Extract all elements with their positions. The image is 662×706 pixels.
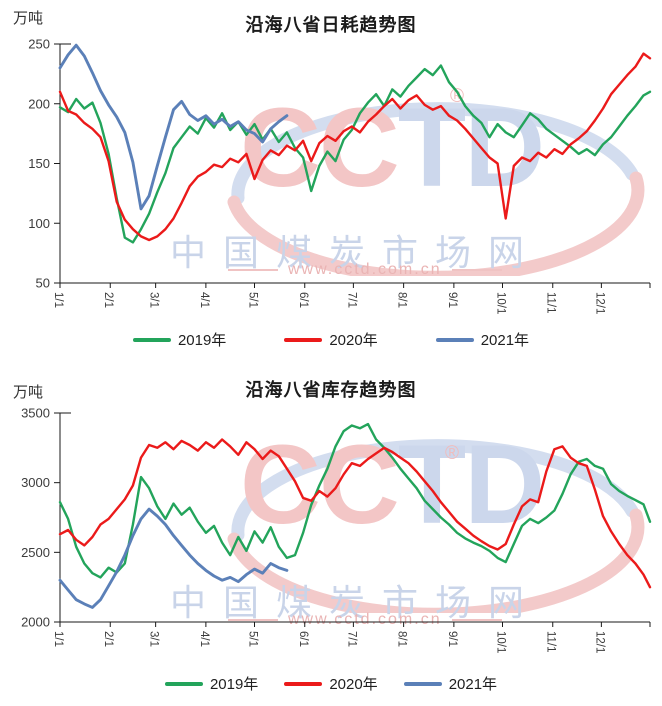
x-tick-label: 11/1 [545,292,557,314]
legend-swatch-2021 [403,681,442,686]
x-tick-label: 11/1 [545,631,557,653]
x-tick-label: 10/1 [495,292,507,314]
x-tick-label: 10/1 [495,631,507,653]
legend-label-2019: 2019年 [209,676,259,693]
x-tick-label: 5/1 [247,292,259,308]
x-tick-label: 7/1 [345,292,357,308]
x-tick-label: 7/1 [345,631,357,647]
chart-title: 沿海八省日耗趋势图 [245,15,417,35]
legend-item-2021: 2021年 [403,673,498,694]
inventory-chart: CCTD ® 中国煤炭市场网 www.cctd.com.cn 万吨 沿海八省库存… [0,355,662,706]
x-tick-label: 9/1 [446,631,458,647]
x-tick-label: 4/1 [198,292,210,308]
x-tick-label: 9/1 [446,292,458,308]
legend-label-2019: 2019年 [177,332,227,349]
y-axis-unit-label: 万吨 [13,384,44,401]
y-tick-label: 2000 [21,615,50,630]
chart-title: 沿海八省库存趋势图 [245,380,417,400]
legend-item-2020: 2020年 [284,329,378,350]
x-tick-label: 8/1 [396,631,408,647]
y-tick-label: 250 [28,37,50,52]
legend-item-2020: 2020年 [284,673,378,694]
legend-item-2019: 2019年 [132,329,227,350]
plot-area: 2000 2500 3000 3500 1/1 2/1 3/1 4/1 5/1 6/1 7/1 8/1… [21,406,652,653]
x-tick-label: 1/1 [52,292,64,308]
series-line-2020年 [58,438,652,589]
legend-item-2019: 2019年 [164,673,259,694]
x-tick-label: 5/1 [247,631,259,647]
x-tick-label: 4/1 [198,631,210,647]
y-tick-label: 3500 [21,406,50,421]
y-tick-label: 50 [36,276,50,291]
legend-label-2021: 2021年 [448,676,498,693]
legend: 2019年 2020年 2021年 [0,329,662,350]
x-tick-label: 3/1 [148,292,160,308]
legend-swatch-2019 [132,337,171,342]
x-tick-label: 6/1 [297,292,309,308]
x-tick-label: 1/1 [52,631,64,647]
x-tick-label: 2/1 [102,292,114,308]
legend-swatch-2019 [164,681,203,686]
y-axis-unit-label: 万吨 [13,10,44,27]
legend-label-2020: 2020年 [329,332,378,349]
legend-swatch-2020 [284,337,323,342]
x-tick-label: 2/1 [102,631,114,647]
legend-label-2021: 2021年 [480,332,530,349]
legend-swatch-2021 [435,337,474,342]
legend-label-2020: 2020年 [329,676,378,693]
y-tick-label: 3000 [21,475,50,490]
x-tick-label: 3/1 [148,631,160,647]
daily-consumption-chart: CCTD ® 中国煤炭市场网 www.cctd.com.cn 万吨 沿海八省日耗… [0,10,662,350]
y-tick-label: 100 [28,216,50,231]
legend: 2019年 2020年 2021年 [0,673,662,694]
series-line-2021年 [58,507,289,609]
y-tick-label: 150 [28,156,50,171]
x-tick-label: 6/1 [297,631,309,647]
y-tick-label: 2500 [21,545,50,560]
legend-swatch-2020 [284,681,323,686]
x-tick-label: 12/1 [593,631,605,653]
y-tick-label: 200 [28,96,50,111]
plot-area: 50 100 150 200 250 1/1 2/1 3/1 4/1 5/1 6/1 7/1 8/1 9/… [28,37,652,314]
x-tick-label: 12/1 [593,292,605,314]
legend-item-2021: 2021年 [435,329,530,350]
x-tick-label: 8/1 [396,292,408,308]
